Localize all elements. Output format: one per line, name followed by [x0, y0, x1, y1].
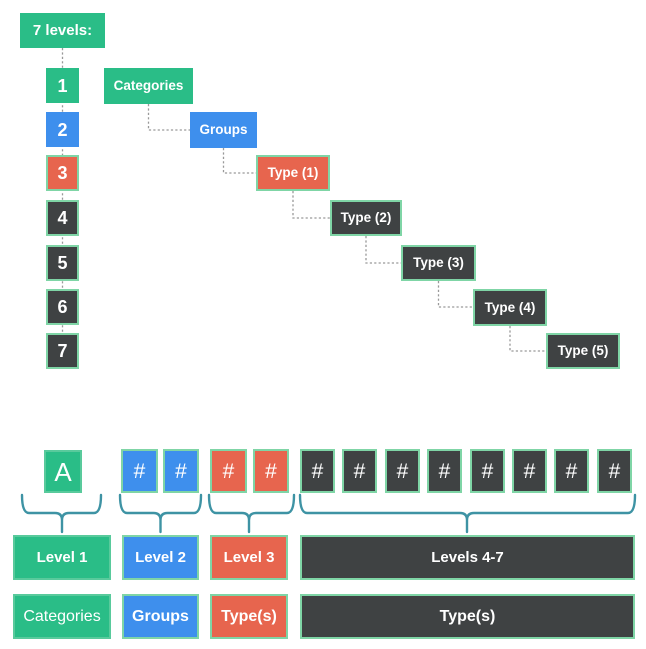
unit-box-hash-dark-3: #	[385, 449, 420, 493]
group-label-level-1: Level 1	[13, 535, 111, 580]
unit-box-hash-dark-2: #	[342, 449, 377, 493]
brace-level-2	[118, 493, 203, 534]
cascade-dotted-connectors	[147, 104, 548, 352]
unit-box-hash-red-1: #	[210, 449, 247, 493]
unit-box-hash-dark-8: #	[597, 449, 632, 493]
unit-box-hash-blue-1: #	[121, 449, 158, 493]
unit-box-hash-dark-4: #	[427, 449, 462, 493]
unit-box-hash-dark-7: #	[554, 449, 589, 493]
cascade-box-type-3: Type (3)	[401, 245, 476, 281]
group-label-level-3: Level 3	[210, 535, 288, 580]
level-number-box-3: 3	[46, 155, 79, 191]
name-label-types-red: Type(s)	[210, 594, 288, 639]
cascade-box-type-5: Type (5)	[546, 333, 620, 369]
level-number-box-1: 1	[46, 68, 79, 103]
cascade-box-type-2: Type (2)	[330, 200, 402, 236]
brace-level-1	[20, 493, 103, 534]
brace-level-3	[207, 493, 296, 534]
unit-box-letter: A	[44, 450, 82, 493]
name-label-categories: Categories	[13, 594, 111, 639]
unit-box-hash-red-2: #	[253, 449, 289, 493]
level-number-box-6: 6	[46, 289, 79, 325]
unit-box-hash-blue-2: #	[163, 449, 199, 493]
group-label-levels-4-7: Levels 4-7	[300, 535, 635, 580]
unit-box-hash-dark-6: #	[512, 449, 547, 493]
level-number-box-4: 4	[46, 200, 79, 236]
cascade-box-categories: Categories	[104, 68, 193, 104]
seven-levels-title-box: 7 levels:	[20, 13, 105, 48]
name-label-groups: Groups	[122, 594, 199, 639]
cascade-box-type-1: Type (1)	[256, 155, 330, 191]
level-number-box-7: 7	[46, 333, 79, 369]
level-number-box-2: 2	[46, 112, 79, 147]
grouping-braces	[20, 493, 637, 534]
brace-levels-4-7	[298, 493, 637, 534]
unit-box-hash-dark-5: #	[470, 449, 505, 493]
name-label-types-dark: Type(s)	[300, 594, 635, 639]
cascade-box-type-4: Type (4)	[473, 289, 547, 326]
group-label-level-2: Level 2	[122, 535, 199, 580]
unit-box-hash-dark-1: #	[300, 449, 335, 493]
level-number-box-5: 5	[46, 245, 79, 281]
cascade-box-groups: Groups	[190, 112, 257, 148]
